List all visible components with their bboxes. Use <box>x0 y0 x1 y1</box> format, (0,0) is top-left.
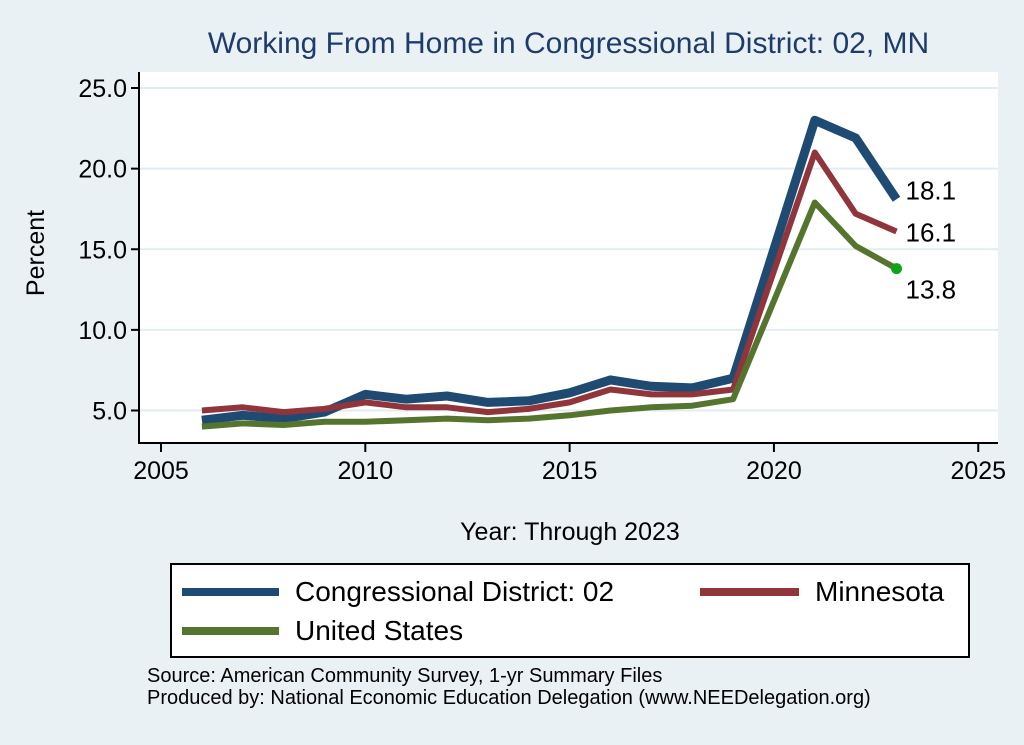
x-tick-label: 2025 <box>950 457 1006 485</box>
y-tick-label: 15.0 <box>78 236 127 264</box>
y-axis-title: Percent <box>22 210 50 296</box>
y-axis-ticks <box>131 87 139 412</box>
x-tick-label: 2010 <box>338 457 394 485</box>
x-tick-label: 2005 <box>133 457 189 485</box>
y-tick-label: 5.0 <box>92 398 127 426</box>
series-line-minnesota <box>201 149 898 416</box>
series-lines <box>201 115 903 430</box>
end-label-united-states: 13.8 <box>906 275 957 305</box>
produced-note: Produced by: National Economic Education… <box>147 687 871 709</box>
plot-canvas: 5.0 10.0 15.0 20.0 25.0 2005 2010 2015 2020 2025… <box>22 72 1006 546</box>
y-axis-tick-labels: 5.0 10.0 15.0 20.0 25.0 <box>78 75 127 426</box>
legend: Congressional District: 02 Minnesota Uni… <box>170 563 970 658</box>
x-axis-ticks <box>160 443 980 452</box>
end-label-minnesota: 16.1 <box>906 218 957 248</box>
x-tick-label: 2015 <box>542 457 598 485</box>
legend-item-congressional-district-02: Congressional District: 02 <box>182 575 614 609</box>
series-line-united-states <box>201 199 898 430</box>
end-label-congressional-district-02: 18.1 <box>906 175 957 205</box>
legend-item-minnesota: Minnesota <box>700 575 944 609</box>
series-end-labels: 18.1 16.1 13.8 <box>906 175 957 304</box>
plot-background <box>139 72 998 443</box>
x-axis-tick-labels: 2005 2010 2015 2020 2025 <box>133 457 1006 485</box>
legend-swatch-congressional-district-02 <box>182 588 279 596</box>
legend-swatch-minnesota <box>700 588 799 596</box>
legend-label-minnesota: Minnesota <box>815 576 945 607</box>
series-line-congressional-district-02 <box>201 115 901 425</box>
end-marker-united-states <box>891 263 903 275</box>
x-tick-label: 2020 <box>746 457 802 485</box>
y-tick-label: 10.0 <box>78 317 127 345</box>
x-axis-title: Year: Through 2023 <box>460 518 680 546</box>
chart-title: Working From Home in Congressional Distr… <box>207 27 930 60</box>
footer-notes: Source: American Community Survey, 1-yr … <box>147 665 1007 709</box>
legend-label-united-states: United States <box>295 615 464 646</box>
legend-swatch-united-states <box>182 627 279 635</box>
source-note: Source: American Community Survey, 1-yr … <box>147 665 663 687</box>
legend-label-congressional-district-02: Congressional District: 02 <box>295 576 615 607</box>
legend-item-united-states: United States <box>182 614 463 648</box>
y-tick-label: 20.0 <box>78 156 127 184</box>
y-tick-label: 25.0 <box>78 75 127 103</box>
